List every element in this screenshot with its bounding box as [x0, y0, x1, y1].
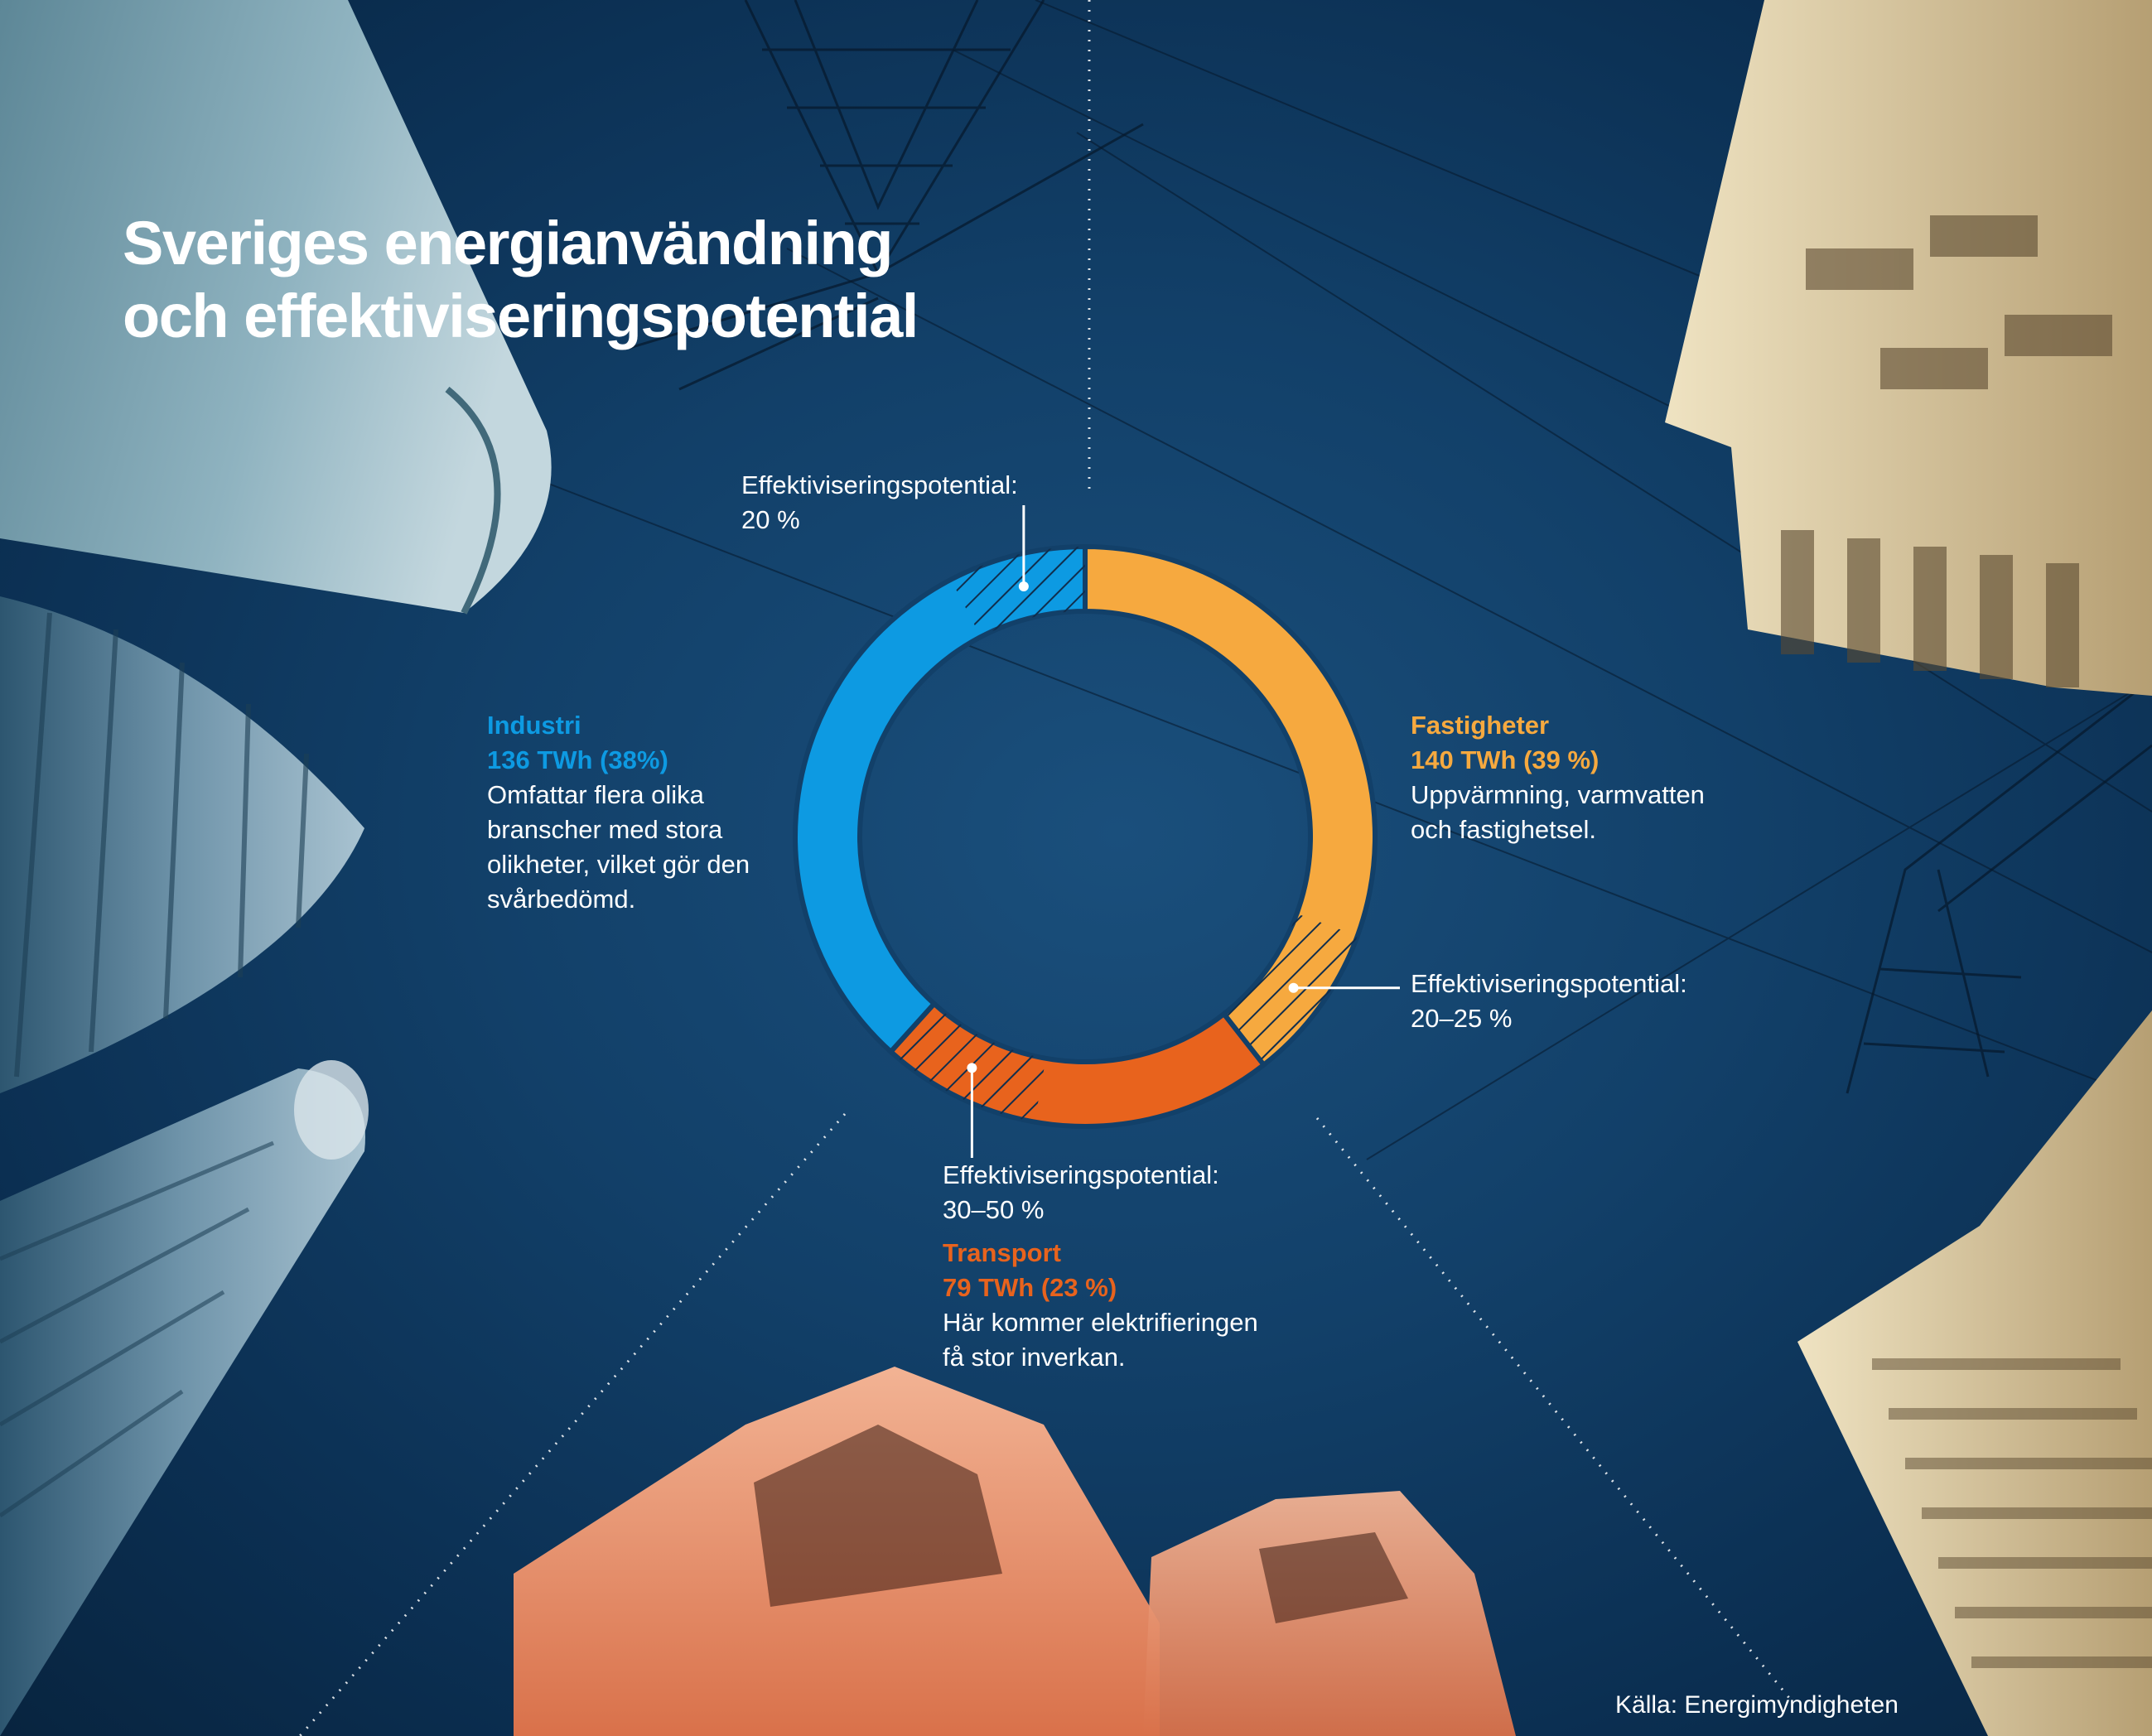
industri-value: 136 TWh (38%): [487, 745, 668, 774]
transport-name: Transport: [943, 1238, 1061, 1267]
page-title: Sveriges energianvändning och effektivis…: [123, 207, 919, 353]
leader-fastigheter-dot: [1288, 982, 1299, 993]
potential-hatch-transport: [890, 1003, 1046, 1122]
transport-value: 79 TWh (23 %): [943, 1273, 1117, 1302]
title-line-2: och effektiviseringspotential: [123, 282, 919, 350]
transport-desc-2: få stor inverkan.: [943, 1343, 1126, 1372]
potential-fastigheter-caption: Effektiviseringspotential:: [1411, 969, 1687, 998]
potential-transport-value: 30–50 %: [943, 1195, 1045, 1224]
source-credit: Källa: Energimyndigheten: [1615, 1691, 1899, 1719]
fastigheter-desc-2: och fastighetsel.: [1411, 815, 1597, 844]
donut-chart: [792, 543, 1378, 1129]
potential-industri-value: 20 %: [741, 505, 800, 534]
label-fastigheter: Fastigheter 140 TWh (39 %) Uppvärmning, …: [1411, 708, 1705, 847]
potential-fastigheter-value: 20–25 %: [1411, 1004, 1513, 1033]
leader-transport-dot: [967, 1063, 977, 1073]
potential-industri-caption: Effektiviseringspotential:: [741, 470, 1018, 499]
industri-desc-2: branscher med stora: [487, 815, 723, 844]
transport-desc-1: Här kommer elektrifieringen: [943, 1308, 1258, 1337]
potential-label-transport: Effektiviseringspotential: 30–50 %: [943, 1158, 1219, 1227]
leader-industri-dot: [1018, 581, 1029, 591]
fastigheter-value: 140 TWh (39 %): [1411, 745, 1600, 774]
potential-label-industri: Effektiviseringspotential: 20 %: [741, 468, 1018, 538]
industri-name: Industri: [487, 711, 581, 740]
potential-transport-caption: Effektiviseringspotential:: [943, 1160, 1219, 1189]
potential-label-fastigheter: Effektiviseringspotential: 20–25 %: [1411, 967, 1687, 1036]
fastigheter-name: Fastigheter: [1411, 711, 1550, 740]
potential-hatch-industri: [950, 547, 1085, 637]
donut-slice-industri: [792, 543, 1088, 1055]
industri-desc-4: svårbedömd.: [487, 885, 636, 914]
industri-desc-1: Omfattar flera olika: [487, 780, 704, 809]
leader-lines: [967, 505, 1400, 1158]
label-industri: Industri 136 TWh (38%) Omfattar flera ol…: [487, 708, 750, 917]
fastigheter-desc-1: Uppvärmning, varmvatten: [1411, 780, 1705, 809]
label-transport: Transport 79 TWh (23 %) Här kommer elekt…: [943, 1236, 1258, 1375]
industri-desc-3: olikheter, vilket gör den: [487, 850, 750, 879]
title-line-1: Sveriges energianvändning: [123, 209, 893, 277]
